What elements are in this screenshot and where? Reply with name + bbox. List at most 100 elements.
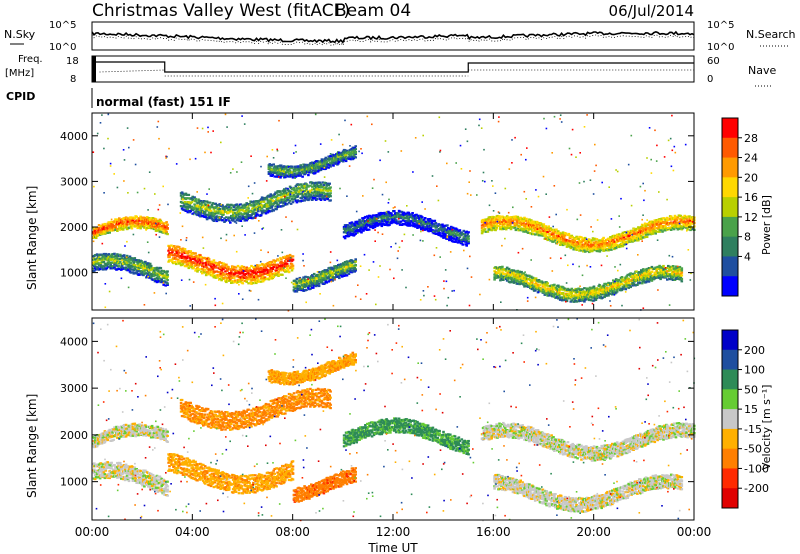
- power-cell: [307, 174, 310, 177]
- power-cell: [228, 216, 231, 219]
- power-cell: [358, 218, 361, 221]
- power-cell: [380, 224, 384, 228]
- power-cell: [148, 271, 151, 274]
- power-cell: [621, 231, 625, 234]
- power-cell: [307, 281, 310, 284]
- power-cell: [522, 222, 525, 225]
- power-cell: [310, 194, 313, 197]
- power-cell: [497, 225, 500, 228]
- power-cell: [619, 245, 623, 248]
- power-cell: [324, 159, 328, 162]
- power-cell: [205, 266, 209, 269]
- power-cell: [512, 222, 516, 225]
- power-cell: [303, 199, 306, 202]
- power-cell: [282, 204, 285, 207]
- power-cell: [679, 225, 683, 228]
- power-cell: [301, 287, 304, 290]
- power-cell: [499, 266, 502, 269]
- power-cell: [583, 247, 586, 250]
- power-cell: [301, 185, 304, 188]
- power-cell: [285, 262, 289, 266]
- power-cell: [349, 230, 353, 233]
- power-cell: [326, 194, 329, 197]
- power-cell: [286, 193, 290, 196]
- power-cell: [447, 227, 450, 230]
- power-cell: [580, 236, 583, 239]
- power-cell: [623, 231, 627, 234]
- power-cell: [343, 224, 347, 227]
- power-cell: [595, 247, 599, 250]
- power-cell: [255, 265, 258, 268]
- power-cell: [601, 238, 604, 241]
- power-cell: [644, 226, 648, 229]
- power-cell: [244, 206, 247, 209]
- power-cell: [301, 175, 304, 178]
- power-cell: [324, 156, 328, 159]
- power-cell: [554, 239, 557, 242]
- power-cell: [249, 281, 252, 284]
- power-cell: [503, 225, 506, 228]
- power-cell: [155, 266, 159, 269]
- power-cell: [568, 244, 572, 247]
- power-cell: [467, 231, 470, 234]
- power-cell: [111, 267, 114, 270]
- power-cell: [144, 221, 147, 224]
- power-cell: [165, 221, 168, 224]
- power-cell: [257, 202, 260, 205]
- power-cell: [354, 258, 357, 261]
- power-cell: [199, 254, 202, 257]
- power-cell: [499, 216, 502, 219]
- power-cell: [203, 211, 207, 214]
- power-cell: [314, 285, 318, 288]
- power-cell: [438, 228, 441, 231]
- power-cell: [208, 212, 212, 215]
- power-cell: [245, 219, 248, 222]
- power-cell: [331, 279, 334, 282]
- power-cell: [102, 260, 106, 263]
- power-cell: [277, 259, 280, 262]
- power-cell: [155, 219, 159, 222]
- power-cell: [544, 237, 548, 240]
- power-cell: [295, 281, 299, 285]
- power-cell: [257, 269, 261, 272]
- power-cell: [692, 220, 695, 223]
- power-cell: [317, 271, 321, 274]
- power-cell: [347, 272, 351, 275]
- power-cell: [177, 251, 181, 254]
- power-cell: [100, 261, 104, 264]
- power-cell: [409, 224, 412, 227]
- power-cell: [613, 247, 616, 251]
- power-cell: [574, 237, 577, 241]
- power-cell: [354, 260, 357, 263]
- power-cell: [346, 261, 350, 264]
- power-cell: [157, 280, 161, 283]
- power-cell: [501, 271, 504, 274]
- power-cell: [128, 255, 132, 258]
- power-cell: [514, 215, 518, 218]
- power-cell: [461, 232, 465, 235]
- power-cell: [343, 269, 347, 272]
- power-cell: [381, 212, 384, 215]
- power-cell: [628, 234, 631, 237]
- power-cell: [534, 277, 538, 280]
- power-cell: [259, 214, 263, 217]
- power-cell: [293, 189, 297, 192]
- power-cell: [337, 162, 340, 165]
- power-cell: [257, 280, 261, 283]
- power-cell: [502, 276, 505, 279]
- power-cell: [221, 209, 224, 212]
- power-cell: [257, 275, 261, 278]
- power-cell: [255, 272, 258, 275]
- power-cell: [160, 278, 164, 281]
- power-cell: [118, 264, 121, 267]
- power-cell: [139, 270, 142, 273]
- power-cell: [237, 210, 241, 213]
- power-cell: [196, 202, 199, 205]
- power-cell: [291, 201, 295, 204]
- power-cell: [372, 214, 376, 217]
- power-cell: [221, 271, 224, 274]
- noise-right-tick-bottom: 10^0: [707, 42, 734, 53]
- power-cell: [421, 220, 425, 223]
- power-cell: [326, 198, 329, 201]
- power-cell: [240, 213, 244, 216]
